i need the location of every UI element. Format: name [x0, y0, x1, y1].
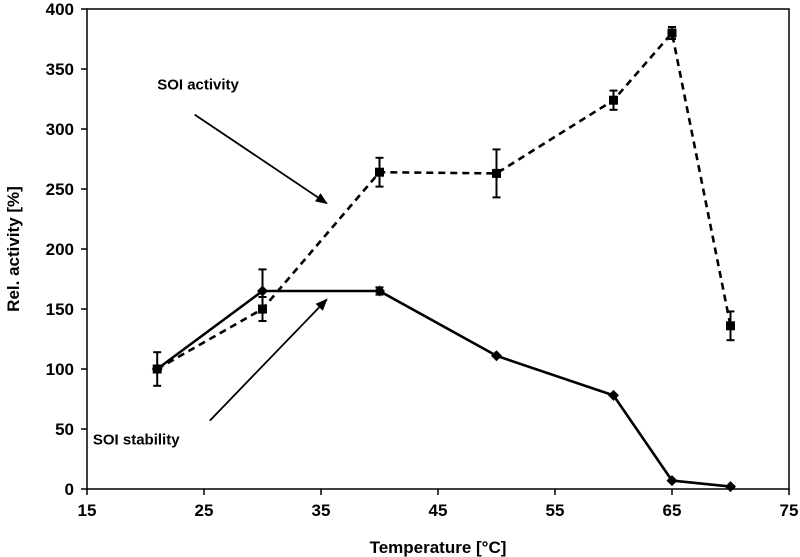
series-soi-activity	[152, 26, 735, 387]
series-line	[156, 31, 732, 371]
x-tick-label: 35	[312, 501, 331, 520]
axes: 15 25 35 45 55 65 75 0 50 100 150 200 250 300 350 400	[46, 0, 799, 520]
data-point-square	[609, 95, 618, 105]
data-point-diamond	[151, 363, 163, 375]
data-point-diamond	[374, 285, 385, 297]
x-tick-label: 75	[780, 501, 799, 520]
y-tick-label: 50	[55, 420, 74, 439]
y-tick-label: 400	[46, 0, 74, 19]
data-point-diamond	[725, 481, 736, 493]
y-tick-label: 0	[65, 480, 74, 499]
annotation-label-soi-stability: SOI stability	[93, 432, 180, 449]
y-tick-label: 350	[46, 60, 74, 79]
data-point-diamond	[608, 389, 619, 401]
data-point-square	[375, 167, 384, 177]
y-tick-label: 100	[46, 360, 74, 379]
y-axis-title: Rel. activity [%]	[4, 186, 23, 312]
y-tick-label: 250	[46, 180, 74, 199]
y-tick-label: 150	[46, 300, 74, 319]
data-point-diamond	[666, 475, 678, 487]
data-point-square	[492, 168, 501, 178]
x-tick-label: 15	[78, 501, 97, 520]
series-soi-stability	[151, 268, 736, 493]
annotation-arrow-soi-stability	[209, 298, 328, 422]
y-tick-label: 200	[46, 240, 74, 259]
annotation-arrow-soi-activity	[194, 113, 328, 205]
x-tick-label: 55	[546, 501, 565, 520]
data-point-square	[667, 28, 677, 38]
data-point-square	[726, 321, 735, 331]
annotation-label-soi-activity: SOI activity	[157, 76, 239, 93]
y-tick-label: 300	[46, 120, 74, 139]
x-axis-title: Temperature [°C]	[370, 538, 507, 557]
series-layer	[151, 26, 736, 493]
x-tick-label: 45	[429, 501, 448, 520]
data-point-diamond	[491, 350, 502, 362]
annotations: SOI activity SOI stability	[93, 76, 328, 449]
data-point-diamond	[257, 285, 268, 297]
x-tick-label: 25	[195, 501, 214, 520]
x-tick-label: 65	[663, 501, 682, 520]
